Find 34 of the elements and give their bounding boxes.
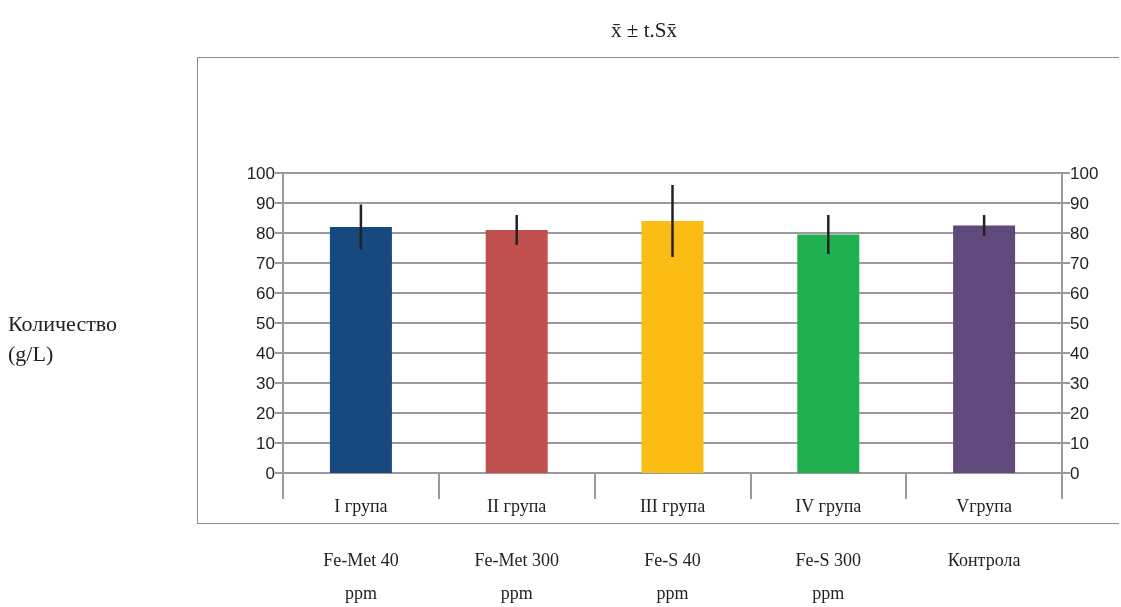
text: Количество (g/L): [8, 310, 118, 366]
bar: [329, 227, 392, 473]
category-label: II група Fe-Met 300 ppm: [474, 496, 559, 603]
y2-tick-label: 10: [1070, 433, 1089, 453]
category-label: III група Fe-S 40 ppm: [639, 496, 706, 603]
y-tick-label: 30: [256, 373, 275, 393]
y-tick-label: 50: [256, 313, 275, 333]
category-label: I група Fe-Met 40 ppm: [323, 496, 399, 603]
bar: [797, 234, 860, 473]
bar: [485, 230, 548, 473]
y2-tick-label: 90: [1070, 193, 1089, 213]
y2-tick-label: 20: [1070, 403, 1089, 423]
y2-tick-label: 0: [1070, 463, 1080, 483]
category-label: Vгрупа Контрола: [947, 496, 1021, 570]
y2-tick-label: 50: [1070, 313, 1089, 333]
chart-title: x̄ ± t.Sx̄: [611, 17, 678, 42]
bar: [953, 225, 1016, 473]
y2-tick-label: 40: [1070, 343, 1089, 363]
y-tick-label: 90: [256, 193, 275, 213]
y2-tick-label: 30: [1070, 373, 1089, 393]
y2-tick-label: 60: [1070, 283, 1089, 303]
y-tick-label: 10: [256, 433, 275, 453]
y-tick-label: 0: [265, 463, 275, 483]
y-tick-label: 40: [256, 343, 275, 363]
y-tick-label: 60: [256, 283, 275, 303]
category-label: IV група Fe-S 300 ppm: [795, 496, 862, 603]
y-tick-label: 80: [256, 223, 275, 243]
y-tick-label: 70: [256, 253, 275, 273]
bar: [641, 221, 704, 473]
y2-tick-label: 70: [1070, 253, 1089, 273]
y2-tick-label: 80: [1070, 223, 1089, 243]
y-tick-label: 20: [256, 403, 275, 423]
y-tick-label: 100: [246, 163, 275, 183]
y2-tick-label: 100: [1070, 163, 1099, 183]
